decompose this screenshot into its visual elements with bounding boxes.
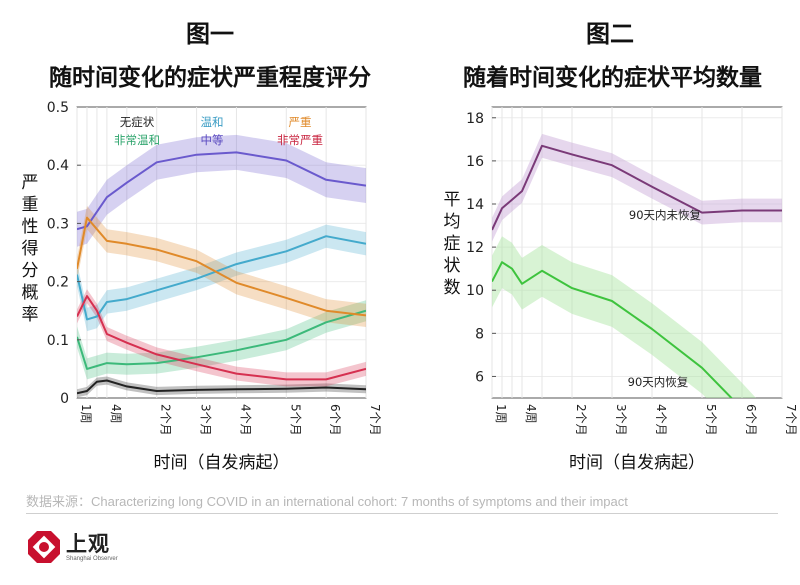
chart1-xtick-label: 1周 (79, 404, 93, 424)
chart1-legend-entry: 非常严重 (277, 133, 323, 147)
chart1-ytick-label: 0.4 (47, 158, 69, 174)
chart1-legend-entry: 非常温和 (114, 133, 160, 147)
chart2-series-label: 90天内恢复 (628, 375, 689, 389)
chart1-legend-entry: 无症状 (120, 115, 155, 129)
chart1-xtick-label: 2个月 (159, 404, 173, 436)
chart1-plot-frame (76, 106, 367, 399)
chart1-line-4 (77, 216, 366, 317)
chart2-yaxis-label: 均 (444, 212, 461, 232)
chart2-xtick-label: 6个月 (744, 404, 758, 436)
logo: 上观 Shanghai Observer (26, 527, 136, 571)
chart1-legend-entry: 中等 (201, 133, 224, 147)
source-note: 数据来源：Characterizing long COVID in an int… (26, 494, 628, 509)
chart2-ytick-label: 6 (475, 369, 484, 385)
chart1-yaxis-label: 分 (22, 261, 39, 281)
divider (26, 513, 778, 514)
chart1-ytick-label: 0 (60, 391, 69, 407)
chart1-band-1 (77, 300, 366, 380)
logo-emblem-icon (28, 531, 60, 563)
logo-subtitle: Shanghai Observer (66, 556, 118, 562)
chart1-line-0 (77, 379, 366, 395)
chart1-xaxis-label: 时间（自发病起） (154, 453, 290, 473)
chart1-xtick-label: 4周 (109, 404, 123, 424)
logo-name: 上观 (66, 532, 110, 556)
chart1-xtick-label: 4个月 (238, 404, 252, 436)
chart2-xtick-label: 4个月 (654, 404, 668, 436)
chart2-xtick-label: 7个月 (784, 404, 798, 436)
figure1-subtitle: 随时间变化的症状严重程度评分 (49, 65, 371, 91)
chart1-band-4 (77, 205, 366, 327)
chart1-yaxis-label: 重 (22, 195, 39, 215)
figure2-title: 图二 (586, 20, 634, 48)
figure1-title: 图一 (186, 20, 234, 48)
chart1-yaxis-label: 得 (22, 239, 39, 259)
chart2-band-0 (492, 133, 782, 242)
chart1-ytick-label: 0.5 (47, 100, 69, 116)
chart1-ytick-label: 0.1 (47, 333, 69, 349)
chart1-xtick-label: 6个月 (328, 404, 342, 436)
chart2-ytick-label: 12 (466, 240, 484, 256)
chart1-ytick-label: 0.2 (47, 275, 69, 291)
chart1-ytick-label: 0.3 (47, 216, 69, 232)
chart1-line-5 (77, 295, 366, 381)
chart2-series-label: 90天内未恢复 (629, 208, 702, 222)
chart1-xtick-label: 5个月 (288, 404, 302, 436)
chart2-line-1 (492, 261, 733, 398)
chart2-ytick-label: 8 (475, 326, 484, 342)
chart1-legend-entry: 严重 (289, 115, 312, 129)
chart2-xtick-label: 3个月 (614, 404, 628, 436)
chart2-yaxis-label: 症 (444, 234, 461, 254)
chart1-xtick-label: 7个月 (368, 404, 382, 436)
chart2-yaxis-label: 数 (444, 278, 461, 298)
chart2-yaxis-label: 状 (444, 256, 461, 276)
chart1-band-3 (77, 134, 366, 247)
chart2-ytick-label: 10 (466, 283, 484, 299)
chart2-ytick-label: 18 (466, 111, 484, 127)
chart2-ytick-label: 16 (466, 154, 484, 170)
chart1-xtick-label: 3个月 (199, 404, 213, 436)
chart2-xtick-label: 5个月 (704, 404, 718, 436)
chart2-ytick-label: 14 (466, 197, 484, 213)
chart1-yaxis-label: 严 (22, 173, 39, 193)
chart2-xaxis-label: 时间（自发病起） (569, 453, 705, 473)
chart1-yaxis-label: 概 (22, 283, 39, 303)
chart1-yaxis-label: 性 (22, 217, 39, 237)
chart1-line-1 (77, 309, 366, 370)
chart1-line-2 (77, 235, 366, 321)
figure2-subtitle: 随着时间变化的症状平均数量 (463, 65, 762, 91)
chart1-yaxis-label: 率 (22, 305, 39, 325)
chart2-line-0 (492, 144, 782, 231)
chart1-legend-entry: 温和 (201, 115, 224, 129)
chart1-band-0 (77, 376, 366, 398)
chart2-yaxis-label: 平 (444, 190, 461, 210)
chart1-band-2 (77, 224, 366, 332)
chart1-line-3 (77, 151, 366, 231)
chart2-xtick-label: 4周 (524, 404, 538, 424)
chart2-xtick-label: 1周 (494, 404, 508, 424)
chart2-xtick-label: 2个月 (574, 404, 588, 436)
